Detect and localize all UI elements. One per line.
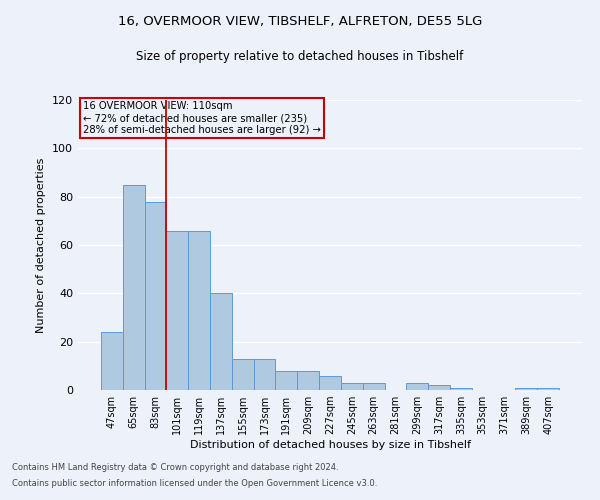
Bar [297, 370, 319, 390]
Text: Contains public sector information licensed under the Open Government Licence v3: Contains public sector information licen… [12, 478, 377, 488]
Bar [450, 388, 472, 390]
Bar [363, 383, 385, 390]
Bar [319, 376, 341, 390]
Bar [188, 230, 210, 390]
Bar [166, 230, 188, 390]
Bar [275, 370, 297, 390]
Text: Contains HM Land Registry data © Crown copyright and database right 2024.: Contains HM Land Registry data © Crown c… [12, 464, 338, 472]
Bar [341, 383, 363, 390]
Bar [537, 388, 559, 390]
Bar [101, 332, 123, 390]
Bar [145, 202, 166, 390]
Bar [428, 385, 450, 390]
X-axis label: Distribution of detached houses by size in Tibshelf: Distribution of detached houses by size … [190, 440, 470, 450]
Bar [210, 294, 232, 390]
Bar [232, 358, 254, 390]
Y-axis label: Number of detached properties: Number of detached properties [37, 158, 46, 332]
Bar [254, 358, 275, 390]
Bar [123, 184, 145, 390]
Text: 16 OVERMOOR VIEW: 110sqm
← 72% of detached houses are smaller (235)
28% of semi-: 16 OVERMOOR VIEW: 110sqm ← 72% of detach… [83, 102, 321, 134]
Bar [406, 383, 428, 390]
Text: 16, OVERMOOR VIEW, TIBSHELF, ALFRETON, DE55 5LG: 16, OVERMOOR VIEW, TIBSHELF, ALFRETON, D… [118, 15, 482, 28]
Text: Size of property relative to detached houses in Tibshelf: Size of property relative to detached ho… [136, 50, 464, 63]
Bar [515, 388, 537, 390]
